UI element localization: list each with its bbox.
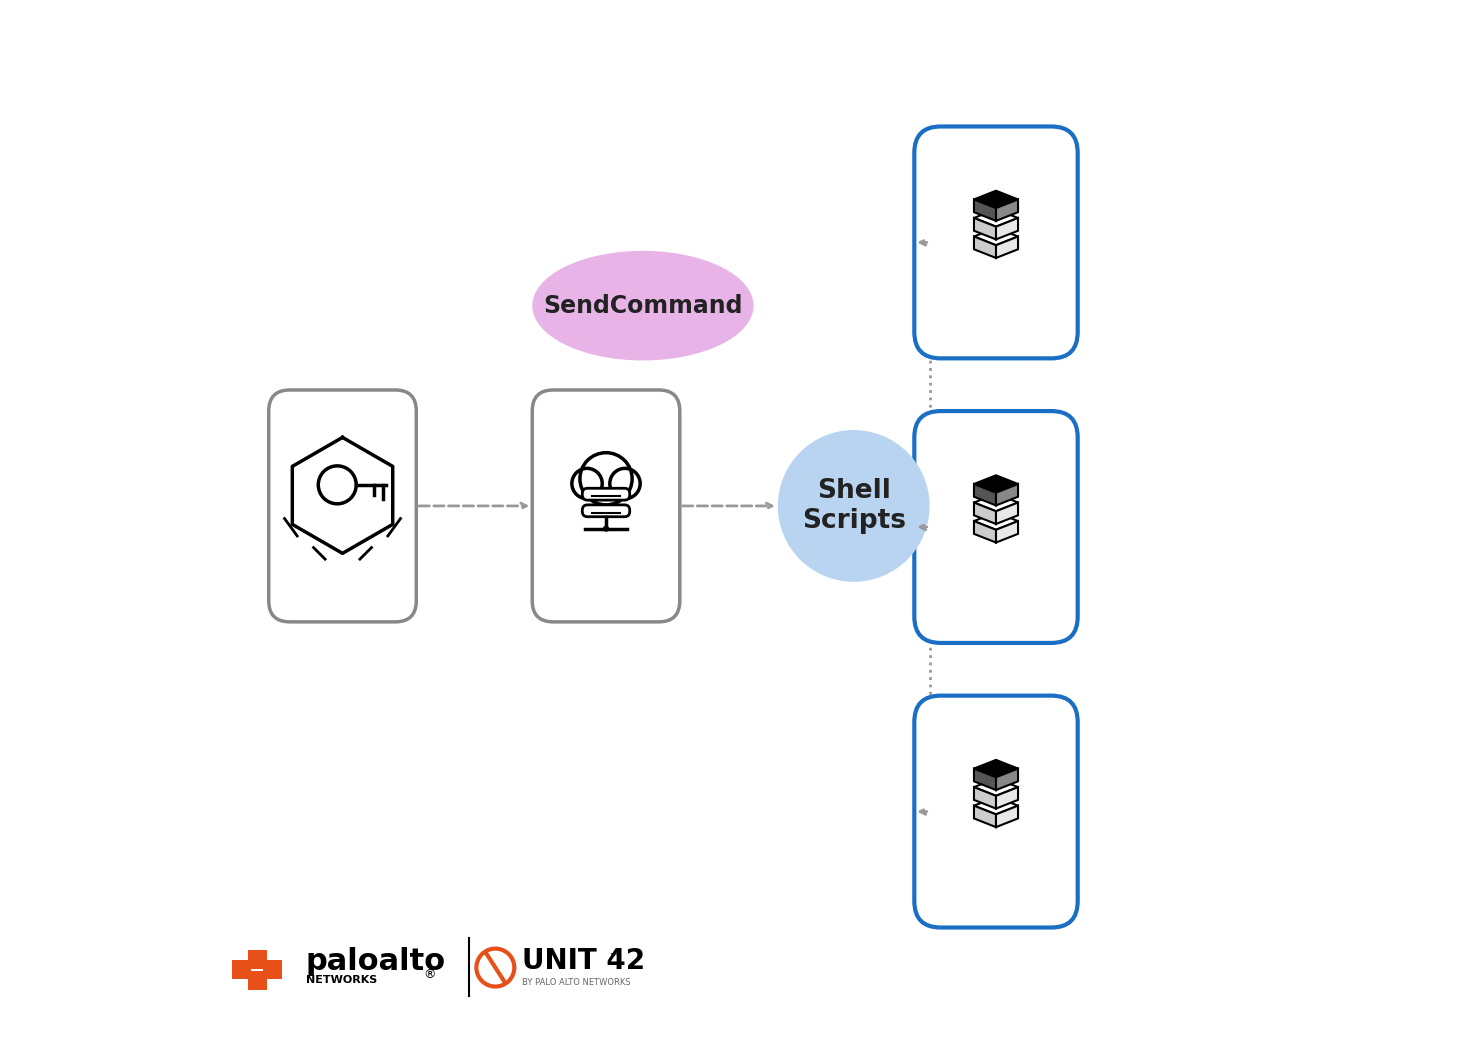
Polygon shape xyxy=(974,191,1018,208)
Polygon shape xyxy=(996,521,1018,543)
Polygon shape xyxy=(996,768,1018,790)
Text: Shell
Scripts: Shell Scripts xyxy=(801,477,905,534)
Text: paloalto: paloalto xyxy=(306,946,445,976)
Polygon shape xyxy=(996,503,1018,524)
Ellipse shape xyxy=(532,251,753,360)
Text: SendCommand: SendCommand xyxy=(544,294,743,317)
Polygon shape xyxy=(974,779,1018,796)
FancyBboxPatch shape xyxy=(268,390,416,622)
Polygon shape xyxy=(974,475,1018,492)
Polygon shape xyxy=(974,512,1018,530)
Polygon shape xyxy=(974,768,996,790)
Polygon shape xyxy=(996,236,1018,258)
Polygon shape xyxy=(974,218,996,239)
Circle shape xyxy=(604,526,608,531)
Polygon shape xyxy=(974,805,996,827)
FancyBboxPatch shape xyxy=(582,488,630,500)
Text: NETWORKS: NETWORKS xyxy=(306,975,377,985)
Polygon shape xyxy=(996,199,1018,221)
Polygon shape xyxy=(974,228,1018,246)
Polygon shape xyxy=(974,797,1018,815)
Polygon shape xyxy=(996,787,1018,808)
Polygon shape xyxy=(974,236,996,258)
FancyBboxPatch shape xyxy=(914,696,1078,928)
FancyBboxPatch shape xyxy=(914,126,1078,358)
Text: ™: ™ xyxy=(608,953,620,962)
Text: UNIT 42: UNIT 42 xyxy=(522,948,645,975)
FancyBboxPatch shape xyxy=(231,960,251,979)
Polygon shape xyxy=(974,494,1018,511)
FancyBboxPatch shape xyxy=(582,505,630,516)
Ellipse shape xyxy=(778,430,930,582)
Text: BY PALO ALTO NETWORKS: BY PALO ALTO NETWORKS xyxy=(522,978,630,987)
FancyBboxPatch shape xyxy=(532,390,680,622)
Polygon shape xyxy=(974,199,996,221)
Polygon shape xyxy=(996,805,1018,827)
FancyBboxPatch shape xyxy=(248,971,267,990)
Polygon shape xyxy=(974,210,1018,227)
Polygon shape xyxy=(974,484,996,506)
Polygon shape xyxy=(974,760,1018,777)
Polygon shape xyxy=(974,787,996,808)
Polygon shape xyxy=(996,218,1018,239)
FancyBboxPatch shape xyxy=(248,950,267,969)
Polygon shape xyxy=(974,503,996,524)
FancyBboxPatch shape xyxy=(264,960,283,979)
Polygon shape xyxy=(974,521,996,543)
FancyBboxPatch shape xyxy=(914,411,1078,643)
Text: ®: ® xyxy=(423,968,437,980)
Polygon shape xyxy=(996,484,1018,506)
